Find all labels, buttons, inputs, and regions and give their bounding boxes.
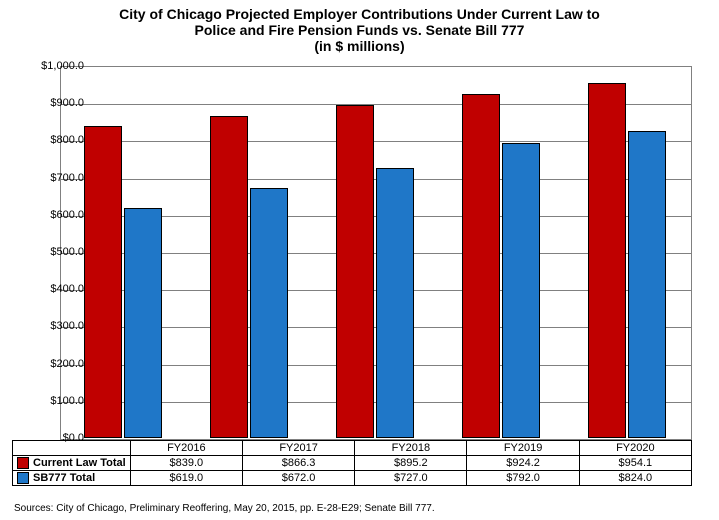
table-header-fy2018: FY2018 bbox=[355, 441, 467, 456]
table-cell: $866.3 bbox=[242, 456, 354, 471]
table-series-label: SB777 Total bbox=[13, 471, 131, 486]
bar-sb777-total-fy2020 bbox=[628, 131, 666, 438]
table-series-label: Current Law Total bbox=[13, 456, 131, 471]
title-line-3: (in $ millions) bbox=[0, 38, 719, 54]
bar-sb777-total-fy2018 bbox=[376, 168, 414, 438]
table-cell: $672.0 bbox=[242, 471, 354, 486]
legend-swatch bbox=[17, 457, 29, 469]
data-table: FY2016FY2017FY2018FY2019FY2020 Current La… bbox=[12, 440, 692, 486]
bar-current-law-total-fy2016 bbox=[84, 126, 122, 438]
table-cell: $619.0 bbox=[130, 471, 242, 486]
table-cell: $895.2 bbox=[355, 456, 467, 471]
table-cell: $954.1 bbox=[579, 456, 691, 471]
title-line-1: City of Chicago Projected Employer Contr… bbox=[0, 6, 719, 22]
table-cell: $824.0 bbox=[579, 471, 691, 486]
table-header-fy2017: FY2017 bbox=[242, 441, 354, 456]
chart-page: City of Chicago Projected Employer Contr… bbox=[0, 0, 719, 520]
table-header-fy2019: FY2019 bbox=[467, 441, 579, 456]
bar-sb777-total-fy2017 bbox=[250, 188, 288, 438]
table-cell: $792.0 bbox=[467, 471, 579, 486]
bar-current-law-total-fy2018 bbox=[336, 105, 374, 438]
series-name: SB777 Total bbox=[33, 472, 95, 484]
bar-current-law-total-fy2017 bbox=[210, 116, 248, 438]
table-cell: $839.0 bbox=[130, 456, 242, 471]
table-header-fy2020: FY2020 bbox=[579, 441, 691, 456]
bar-current-law-total-fy2020 bbox=[588, 83, 626, 438]
bar-current-law-total-fy2019 bbox=[462, 94, 500, 438]
table-cell: $727.0 bbox=[355, 471, 467, 486]
bar-sb777-total-fy2019 bbox=[502, 143, 540, 438]
table-cell: $924.2 bbox=[467, 456, 579, 471]
bars-layer bbox=[60, 66, 690, 438]
series-name: Current Law Total bbox=[33, 457, 126, 469]
legend-swatch bbox=[17, 472, 29, 484]
table-corner bbox=[13, 441, 131, 456]
table-header-fy2016: FY2016 bbox=[130, 441, 242, 456]
bar-sb777-total-fy2016 bbox=[124, 208, 162, 438]
chart-title: City of Chicago Projected Employer Contr… bbox=[0, 6, 719, 54]
title-line-2: Police and Fire Pension Funds vs. Senate… bbox=[0, 22, 719, 38]
source-note: Sources: City of Chicago, Preliminary Re… bbox=[14, 503, 435, 514]
